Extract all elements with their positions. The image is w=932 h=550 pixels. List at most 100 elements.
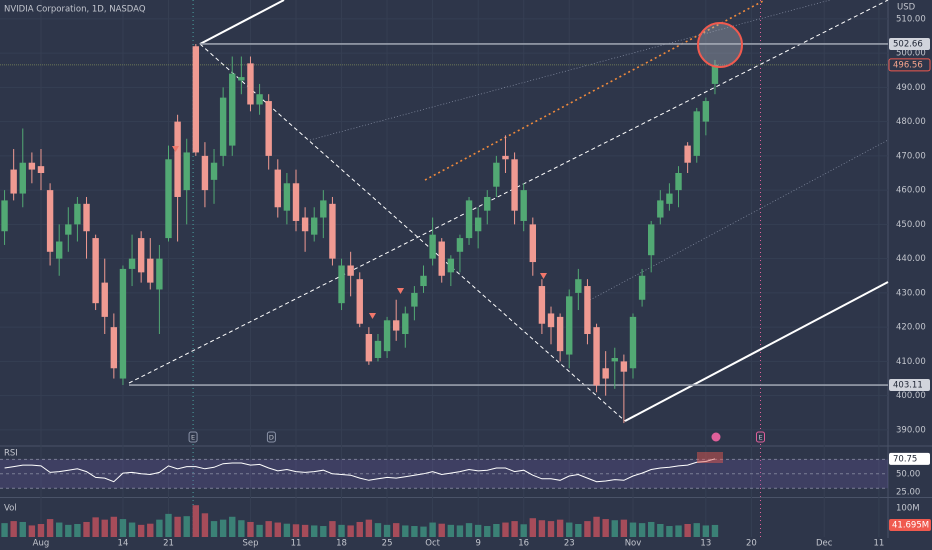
volume-bar: [283, 523, 291, 537]
candle-body: [283, 183, 291, 211]
volume-bar: [438, 523, 445, 537]
candle-body: [520, 190, 527, 221]
volume-bar: [311, 525, 318, 537]
x-tick-label: 13: [700, 539, 711, 549]
candle-body: [620, 361, 628, 372]
volume-bar: [219, 519, 227, 537]
candle-body: [292, 183, 300, 221]
volume-bar: [238, 520, 245, 537]
x-tick-label: Dec: [816, 539, 833, 549]
y-tick-label: 470.00: [896, 151, 926, 161]
signal: [540, 273, 547, 279]
volume-bar: [229, 516, 236, 537]
volume-bar: [365, 519, 373, 537]
y-tick-label: 510.00: [896, 14, 926, 24]
volume-bar: [620, 519, 628, 537]
volume-bar: [493, 523, 500, 537]
volume-bar: [502, 522, 509, 537]
candle-body: [201, 155, 209, 191]
candle-body: [56, 241, 63, 259]
volume-bar: [383, 524, 391, 537]
x-tick-label: 16: [518, 539, 529, 549]
volume-bar: [65, 524, 72, 537]
candle-body: [484, 196, 491, 211]
price-tag-label: 403.11: [893, 381, 923, 391]
candle-body: [684, 145, 691, 163]
volume-bar: [301, 524, 309, 537]
volume-bar: [629, 522, 637, 537]
x-tick-label: 14: [118, 539, 129, 549]
volume-bar: [110, 516, 118, 537]
candle-body: [301, 217, 309, 232]
y-tick-label: 430.00: [896, 288, 926, 298]
candle-body: [347, 265, 354, 276]
orange-line: [424, 0, 766, 181]
volume-bar: [465, 523, 473, 537]
currency: USD: [897, 3, 916, 13]
pitchfork-lower: [624, 281, 889, 422]
candle-body: [165, 159, 172, 239]
volume-bar: [37, 523, 45, 537]
y-tick-label: 390.00: [896, 425, 926, 435]
volume-bar: [702, 525, 710, 537]
candle-body: [1, 200, 8, 232]
candle-body: [392, 320, 400, 331]
volume-bar: [447, 524, 455, 537]
candle-body: [338, 265, 345, 304]
volume-bar: [520, 524, 527, 537]
candle-body: [174, 121, 181, 197]
volume-bar: [402, 525, 409, 537]
candle-body: [229, 73, 236, 146]
volume-bar: [183, 516, 190, 537]
volume-bar: [147, 523, 154, 537]
volume-bar: [28, 525, 36, 537]
x-tick-label: 21: [163, 539, 174, 549]
event-icon: [711, 432, 721, 442]
volume-bar: [456, 525, 464, 537]
volume-bar: [19, 521, 26, 537]
volume-tag: [889, 518, 931, 531]
highlight-circle: [697, 22, 743, 68]
candle-body: [502, 155, 509, 160]
candle-body: [147, 258, 154, 283]
price-tag: [888, 58, 931, 72]
candle-body: [693, 111, 700, 156]
volume-bar: [156, 519, 163, 537]
volume-bar: [256, 524, 263, 537]
x-tick-label: 11: [873, 539, 884, 549]
candle-body: [28, 162, 36, 170]
candle-body: [92, 238, 99, 304]
x-tick-label: Oct: [425, 539, 440, 549]
volume-bar: [192, 505, 200, 537]
candle-body: [37, 166, 45, 173]
x-tick-label: 18: [336, 539, 347, 549]
x-tick-label: Aug: [33, 539, 50, 549]
median-line: [128, 0, 889, 384]
volume-bar: [292, 524, 300, 537]
candle-body: [438, 241, 445, 276]
y-tick-label: 440.00: [896, 254, 926, 264]
candle-body: [356, 279, 363, 324]
volume-bar: [584, 521, 591, 537]
volume-bar: [420, 526, 427, 537]
volume-bar: [247, 521, 254, 537]
candle-body: [110, 327, 118, 369]
candle-body: [383, 320, 391, 352]
signal: [172, 146, 179, 152]
candle-body: [65, 224, 72, 235]
candle-body: [374, 340, 382, 358]
volume-bar: [92, 517, 99, 537]
volume-bar: [347, 525, 354, 537]
volume-bar: [119, 519, 127, 537]
candle-body: [192, 46, 200, 153]
annotations: [172, 22, 743, 463]
x-tick-label: Sep: [242, 539, 258, 549]
candle-body: [629, 316, 637, 369]
volume-bar: [10, 521, 17, 537]
candle-body: [702, 101, 710, 122]
price-tag-label: 496.56: [893, 60, 923, 70]
candle-body: [219, 97, 227, 156]
volume-bar: [329, 521, 336, 537]
y-tick-label: 400.00: [896, 391, 926, 401]
